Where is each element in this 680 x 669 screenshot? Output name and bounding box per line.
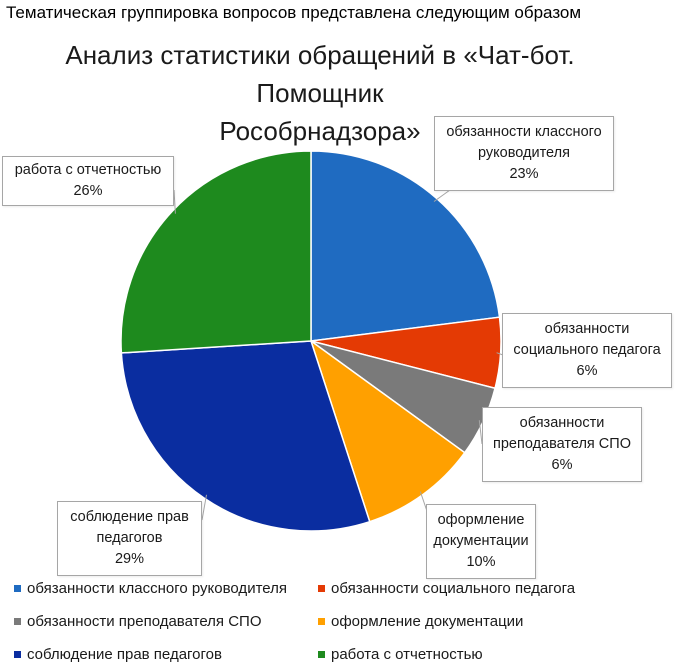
leader-line-3 bbox=[478, 420, 483, 445]
pie-slice-4 bbox=[309, 339, 466, 523]
data-label-percent: 10% bbox=[466, 554, 496, 570]
chart-title: Анализ статистики обращений в «Чат-бот. … bbox=[0, 36, 640, 150]
chart-title-line-1: Анализ статистики обращений в «Чат-бот. … bbox=[65, 40, 575, 108]
pie-slice-6 bbox=[120, 150, 312, 354]
pie-slice-5 bbox=[120, 340, 371, 532]
leader-line-5 bbox=[201, 494, 207, 521]
data-label-2: обязанности социального педагога 6% bbox=[502, 313, 672, 388]
page-heading: Тематическая группировка вопросов предст… bbox=[6, 3, 582, 22]
leader-line-6 bbox=[173, 189, 176, 214]
legend-label: работа с отчетностью bbox=[331, 646, 483, 663]
data-label-text: обязанности bbox=[544, 321, 630, 337]
legend-label: обязанности преподавателя СПО bbox=[27, 613, 262, 630]
data-label-percent: 29% bbox=[114, 551, 145, 567]
legend-item-4: оформление документации bbox=[318, 613, 523, 630]
legend-item-5: соблюдение прав педагогов bbox=[14, 646, 222, 663]
data-label-text: обязанности bbox=[519, 415, 605, 431]
legend-swatch bbox=[14, 618, 21, 625]
leader-line-1 bbox=[433, 189, 451, 202]
legend-label: соблюдение прав педагогов bbox=[27, 646, 222, 663]
data-label-percent: 23% bbox=[509, 166, 539, 182]
pie-slice-1 bbox=[310, 150, 501, 342]
data-label-text: социального педагога bbox=[513, 342, 661, 358]
data-label-4: оформление документации 10% bbox=[426, 504, 536, 579]
legend-swatch bbox=[318, 618, 325, 625]
data-label-percent: 6% bbox=[551, 457, 573, 473]
data-label-text: преподавателя СПО bbox=[493, 436, 631, 452]
data-label-6: работа с отчетностью 26% bbox=[2, 156, 174, 206]
data-label-percent: 26% bbox=[73, 183, 103, 199]
data-label-text: соблюдение прав bbox=[70, 509, 189, 525]
legend-swatch bbox=[14, 651, 21, 658]
legend-label: обязанности классного руководителя bbox=[27, 580, 287, 597]
data-label-text: оформление bbox=[437, 512, 525, 528]
data-label-5: соблюдение прав педагогов 29% bbox=[57, 501, 202, 576]
legend-item-1: обязанности классного руководителя bbox=[14, 580, 287, 597]
legend-label: обязанности социального педагога bbox=[331, 580, 576, 597]
data-label-percent: 6% bbox=[576, 363, 598, 379]
chart-title-line-2: Рособрнадзора» bbox=[219, 116, 421, 146]
legend-item-3: обязанности преподавателя СПО bbox=[14, 613, 262, 630]
legend-item-2: обязанности социального педагога bbox=[318, 580, 575, 597]
data-label-text: документации bbox=[433, 533, 529, 549]
data-label-3: обязанности преподавателя СПО 6% bbox=[482, 407, 642, 482]
legend-swatch bbox=[318, 651, 325, 658]
legend-swatch bbox=[318, 585, 325, 592]
data-label-text: работа с отчетностью bbox=[14, 162, 162, 178]
data-label-1: обязанности классного руководителя 23% bbox=[434, 116, 614, 191]
data-label-text: обязанности классного bbox=[446, 124, 602, 140]
legend-swatch bbox=[14, 585, 21, 592]
data-label-text: педагогов bbox=[96, 530, 163, 546]
legend-item-6: работа с отчетностью bbox=[318, 646, 483, 663]
data-label-text: руководителя bbox=[478, 145, 570, 161]
legend-label: оформление документации bbox=[331, 613, 524, 630]
leader-line-2 bbox=[496, 352, 504, 356]
